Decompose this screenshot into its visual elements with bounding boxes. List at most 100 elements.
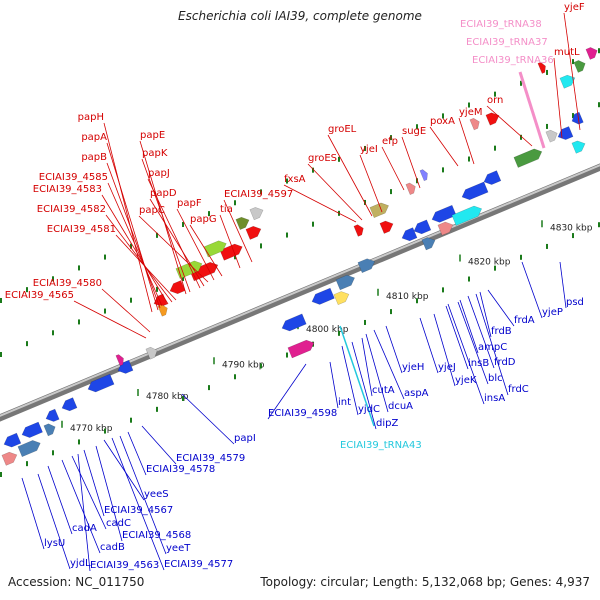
lower-label-ampc: ampC xyxy=(478,342,507,353)
lower-label-eciai39-4579-leader xyxy=(141,425,177,465)
lower-label-eciai39-4567-leader xyxy=(83,449,105,517)
track-dot xyxy=(598,102,600,108)
upper-label-yjem: yjeM xyxy=(459,107,482,118)
gene-feature xyxy=(169,280,186,295)
lower-label-yjdl: yjdL xyxy=(70,558,91,569)
gene-feature xyxy=(557,126,574,140)
gene-arrow xyxy=(537,61,546,74)
lower-label-yjep: yjeP xyxy=(542,307,563,318)
track-dot xyxy=(52,276,54,282)
track-dot xyxy=(234,200,236,206)
gene-feature xyxy=(379,220,394,234)
gene-feature xyxy=(333,291,350,306)
lower-label-frdc: frdC xyxy=(508,384,529,395)
gene-arrow xyxy=(369,202,389,219)
lower-label-eciai39-4577-leader xyxy=(111,437,165,571)
lower-label-yjej-leader xyxy=(419,317,439,374)
upper-label-eciai39-trna36: ECIAI39_tRNA36 xyxy=(472,55,554,66)
track-dot xyxy=(104,308,106,314)
lower-label-yees: yeeS xyxy=(144,489,169,500)
gene-feature xyxy=(353,224,364,237)
track-dot xyxy=(0,472,2,477)
gene-arrow xyxy=(333,291,350,306)
lower-label-yjeh-leader xyxy=(385,325,403,374)
track-dot xyxy=(78,319,80,325)
lower-label-eciai39-4579: ECIAI39_4579 xyxy=(176,453,245,464)
lower-label-eciai39-trna43: ECIAI39_tRNA43 xyxy=(340,440,422,451)
coordinate-label: 4790 kbp xyxy=(222,360,265,370)
lower-label-aspa-leader xyxy=(373,329,405,400)
track-dot xyxy=(364,145,366,151)
gene-feature xyxy=(157,304,168,317)
track-dot xyxy=(0,298,2,303)
lower-label-yjek-leader xyxy=(433,313,456,387)
lower-label-cadb-leader xyxy=(61,459,101,554)
gene-arrow xyxy=(401,227,418,242)
track-dot xyxy=(104,428,106,434)
lower-label-yeet: yeeT xyxy=(166,543,191,554)
lower-label-frdb-leader xyxy=(479,291,492,338)
trna-leader xyxy=(518,71,546,149)
lower-label-yeet-leader xyxy=(119,435,167,555)
gene-arrow xyxy=(157,304,168,317)
gene-feature xyxy=(281,313,307,332)
gene-feature xyxy=(219,243,243,261)
upper-label-papa-leader xyxy=(106,142,159,311)
gene-arrow xyxy=(419,169,428,182)
label-leader-layer xyxy=(21,12,581,572)
track-dot xyxy=(156,406,158,412)
upper-label-eciai39-4582-leader xyxy=(105,214,173,303)
upper-label-poxa-leader xyxy=(429,126,459,167)
gene-feature xyxy=(145,346,158,360)
track-dot xyxy=(390,135,392,141)
track-dot xyxy=(390,189,392,195)
track-dot xyxy=(156,232,158,238)
upper-label-papg-leader xyxy=(189,224,223,277)
upper-label-papd-leader xyxy=(149,198,205,287)
gene-arrow xyxy=(335,274,355,291)
gene-arrow xyxy=(571,140,586,154)
gene-arrow xyxy=(461,181,489,201)
upper-label-paph-leader xyxy=(103,122,153,313)
upper-label-papf-leader xyxy=(176,208,215,281)
track-dot xyxy=(52,330,54,336)
trna-leader xyxy=(339,325,375,427)
track-dot xyxy=(442,113,444,119)
lower-label-cuta-leader xyxy=(361,337,373,397)
track-dot xyxy=(234,254,236,260)
gene-arrow xyxy=(405,182,416,195)
lower-label-dcua: dcuA xyxy=(388,401,413,412)
track-dot xyxy=(364,319,366,325)
track-dot xyxy=(260,243,262,249)
lower-label-cada-leader xyxy=(47,465,73,535)
track-dot xyxy=(130,417,132,423)
gene-arrow xyxy=(1,451,18,466)
coordinate-label: 4800 kbp xyxy=(306,325,349,335)
gene-arrow xyxy=(379,220,394,234)
gene-arrow xyxy=(357,258,376,274)
track-dot xyxy=(0,352,2,357)
upper-label-eciai39-4581-leader xyxy=(115,234,177,301)
track-dot xyxy=(520,134,522,140)
gene-feature xyxy=(17,440,41,458)
gene-arrow xyxy=(249,207,264,221)
gene-arrow xyxy=(189,261,219,282)
gene-feature xyxy=(513,148,543,168)
track-dot xyxy=(572,233,574,239)
upper-label-papb: papB xyxy=(81,152,107,163)
gene-feature xyxy=(469,117,480,131)
lower-label-cadb: cadB xyxy=(100,542,125,553)
upper-label-eciai39-4580: ECIAI39_4580 xyxy=(33,278,102,289)
gene-arrow xyxy=(45,408,60,422)
gene-feature xyxy=(431,204,457,223)
upper-label-eciai39-4565: ECIAI39_4565 xyxy=(5,290,74,301)
upper-label-eciai39-4580-leader xyxy=(101,288,151,333)
track-dot xyxy=(468,102,470,108)
upper-label-papa: papA xyxy=(81,132,107,143)
upper-label-groes: groES xyxy=(308,153,337,164)
gene-feature xyxy=(451,205,483,226)
track-dot xyxy=(208,211,210,217)
gene-feature xyxy=(461,181,489,201)
